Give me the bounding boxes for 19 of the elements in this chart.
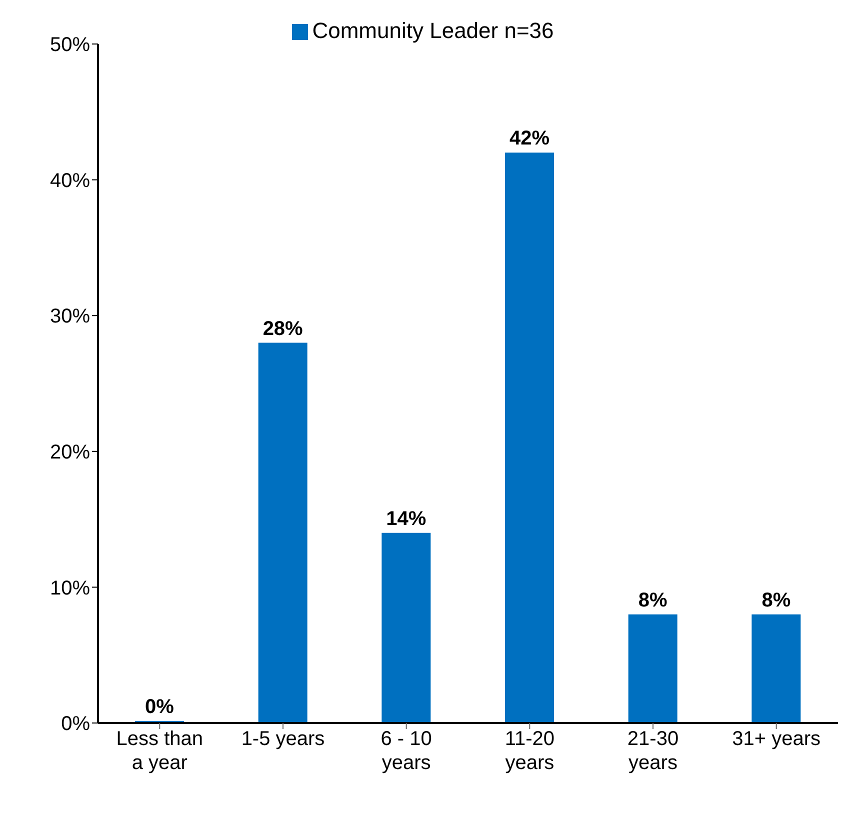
data-label: 8% — [638, 589, 668, 612]
y-tick-label: 20% — [50, 442, 90, 464]
data-label: 8% — [762, 589, 791, 612]
data-label: 14% — [386, 508, 426, 530]
legend-label: Community Leader n=36 — [312, 18, 554, 43]
x-tick-label: 6 - 10 years — [380, 728, 432, 774]
x-tick-label: 21-30 years — [627, 728, 679, 774]
x-tick-label: 31+ years — [732, 728, 821, 750]
data-label: 42% — [509, 128, 550, 150]
y-tick-label: 10% — [50, 577, 90, 600]
x-tick-label: 11-20 years — [504, 728, 555, 774]
data-label: 28% — [262, 318, 304, 340]
y-tick-label: 30% — [50, 306, 90, 328]
x-tick-label: 1-5 years — [241, 728, 325, 750]
y-tick-label: 40% — [50, 170, 90, 192]
y-tick-label: 50% — [50, 34, 90, 56]
y-tick-label: 0% — [61, 713, 90, 736]
data-label: 0% — [145, 696, 174, 718]
x-tick-label: Less than a year — [116, 728, 204, 774]
